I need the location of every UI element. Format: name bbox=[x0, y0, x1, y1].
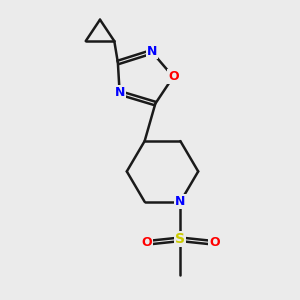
Text: O: O bbox=[141, 236, 152, 249]
Text: N: N bbox=[175, 195, 185, 208]
Text: O: O bbox=[209, 236, 220, 249]
Text: O: O bbox=[168, 70, 178, 83]
Text: S: S bbox=[176, 232, 185, 246]
Text: N: N bbox=[147, 45, 157, 58]
Text: N: N bbox=[115, 86, 125, 99]
